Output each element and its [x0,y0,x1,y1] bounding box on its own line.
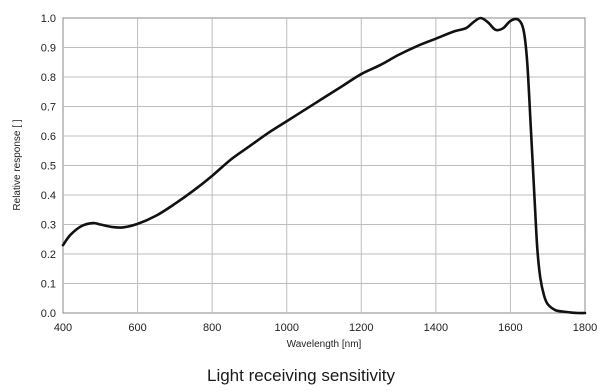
x-tick-label: 1000 [274,322,298,334]
y-tick-label: 0.4 [41,190,56,202]
y-axis-label: Relative response [ ] [12,119,23,210]
y-tick-label: 0.0 [41,308,56,320]
x-tick-label: 1200 [349,322,373,334]
y-tick-label: 0.7 [41,102,56,114]
x-tick-label: 1800 [573,322,597,334]
chart-title: Light receiving sensitivity [207,366,396,385]
x-tick-label: 400 [54,322,72,334]
y-axis-ticks: 0.0 0.1 0.2 0.3 0.4 0.5 0.6 0.7 0.8 0.9 1.0 [41,13,56,320]
y-tick-label: 0.1 [41,279,56,291]
y-tick-label: 0.3 [41,220,56,232]
x-axis-label: Wavelength [nm] [287,339,362,350]
y-tick-label: 0.6 [41,131,56,143]
y-tick-label: 0.2 [41,249,56,261]
series-line [61,16,587,315]
series-group [61,16,587,315]
y-tick-label: 1.0 [41,13,56,25]
x-tick-label: 600 [128,322,146,334]
y-tick-label: 0.9 [41,43,56,55]
grid [63,18,585,313]
y-tick-label: 0.8 [41,72,56,84]
x-axis-ticks: 400 600 800 1000 1200 1400 1600 1800 [54,322,597,334]
x-tick-label: 1400 [424,322,448,334]
y-tick-label: 0.5 [41,161,56,173]
x-tick-label: 800 [203,322,221,334]
x-tick-label: 1600 [498,322,522,334]
